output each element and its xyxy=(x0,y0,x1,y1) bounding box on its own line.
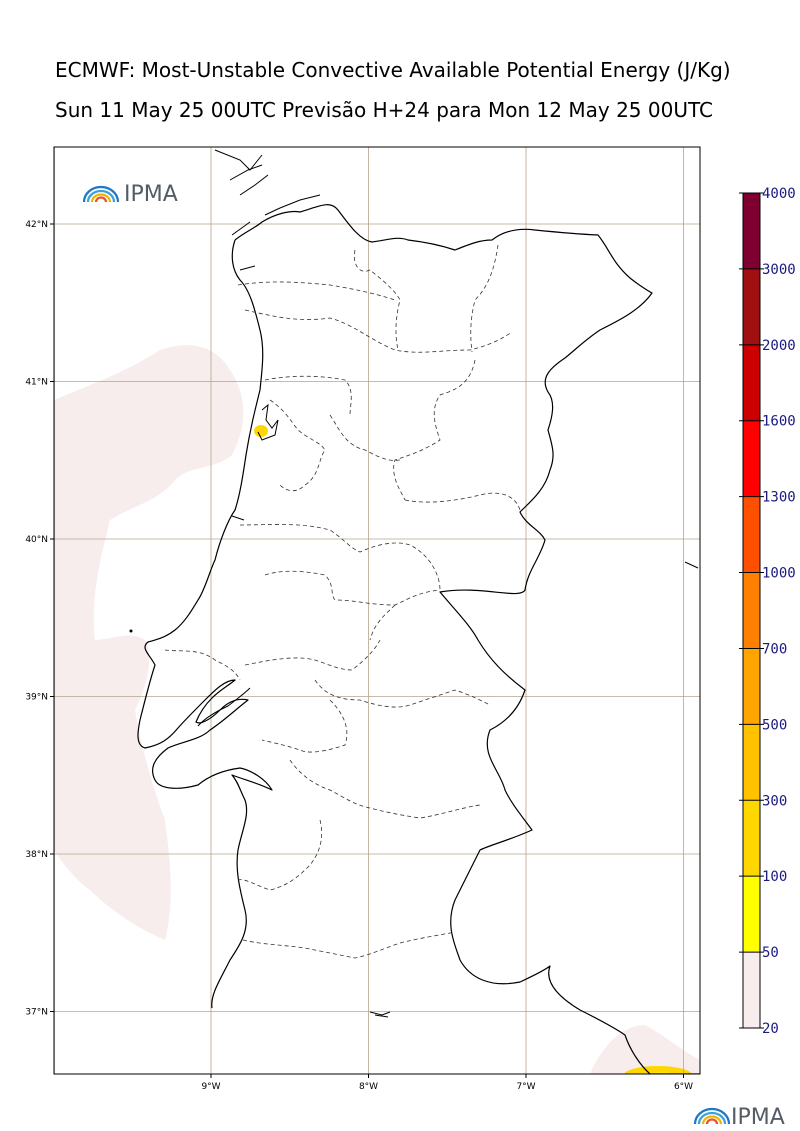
colorbar: 20 50 100 300 500 700 1000 1300 1600 2000 3000 4000 xyxy=(739,186,796,1037)
colorbar-label: 3000 xyxy=(762,262,796,278)
ipma-rainbow-icon xyxy=(82,185,120,203)
longitude-label: 8°W xyxy=(359,1082,378,1092)
map-area xyxy=(54,147,700,1074)
colorbar-label: 1000 xyxy=(762,566,796,582)
longitude-labels: 9°W 8°W 7°W 6°W xyxy=(201,1082,693,1092)
latitude-label: 40°N xyxy=(25,535,48,545)
colorbar-segment xyxy=(743,193,760,269)
ipma-rainbow-icon xyxy=(693,1107,731,1125)
latitude-label: 41°N xyxy=(25,378,48,388)
colorbar-segment xyxy=(743,952,760,1028)
colorbar-segment xyxy=(743,572,760,649)
latitude-label: 38°N xyxy=(25,850,48,860)
ipma-logo-text: IPMA xyxy=(124,182,178,207)
guadiana-mouth xyxy=(369,1011,391,1018)
colorbar-label: 700 xyxy=(762,641,787,657)
colorbar-segment xyxy=(743,800,760,877)
berlengas-islet xyxy=(129,629,133,633)
colorbar-label: 20 xyxy=(762,1021,779,1037)
colorbar-label: 50 xyxy=(762,945,779,961)
latitude-label: 42°N xyxy=(25,220,48,230)
cape-shading-ocean xyxy=(54,345,244,940)
map-frame xyxy=(53,146,701,1075)
longitude-grid xyxy=(210,147,684,1074)
longitude-label: 7°W xyxy=(516,1082,535,1092)
colorbar-label: 100 xyxy=(762,869,787,885)
colorbar-segment xyxy=(743,724,760,801)
colorbar-segment xyxy=(743,344,760,421)
north-coast-fragments xyxy=(214,149,321,271)
colorbar-label: 2000 xyxy=(762,338,796,354)
colorbar-segment xyxy=(743,876,760,953)
tagus-estuary xyxy=(197,687,251,727)
cape-shading-south xyxy=(590,1025,700,1074)
chart-subtitle: Sun 11 May 25 00UTC Previsão H+24 para M… xyxy=(55,98,713,122)
cape-spot-south xyxy=(624,1066,692,1074)
portugal-coastline xyxy=(54,147,700,1074)
map-frame-ticks xyxy=(50,223,684,1078)
latitude-labels: 42°N 41°N 40°N 39°N 38°N 37°N xyxy=(25,220,48,1018)
colorbar-label: 300 xyxy=(762,793,787,809)
longitude-label: 9°W xyxy=(201,1082,220,1092)
colorbar-segment xyxy=(743,420,760,497)
aveiro-lagoon xyxy=(257,403,279,441)
ipma-logo-text: IPMA xyxy=(731,1105,785,1130)
colorbar-label: 500 xyxy=(762,717,787,733)
east-fragment xyxy=(684,561,699,569)
longitude-label: 6°W xyxy=(674,1082,693,1092)
latitude-label: 39°N xyxy=(25,693,48,703)
ipma-logo-top: IPMA xyxy=(82,182,178,207)
colorbar-label: 4000 xyxy=(762,186,796,202)
district-borders xyxy=(164,244,521,959)
colorbar-label: 1600 xyxy=(762,414,796,430)
latitude-grid xyxy=(54,223,700,1012)
ipma-logo-bottom: IPMA xyxy=(693,1105,785,1130)
mondego-estuary xyxy=(231,515,245,521)
cape-spot-aveiro xyxy=(254,425,268,437)
colorbar-segment xyxy=(743,496,760,573)
colorbar-segment xyxy=(743,268,760,345)
chart-title: ECMWF: Most-Unstable Convective Availabl… xyxy=(55,58,731,82)
colorbar-label: 1300 xyxy=(762,490,796,506)
colorbar-segment xyxy=(743,648,760,725)
latitude-label: 37°N xyxy=(25,1008,48,1018)
